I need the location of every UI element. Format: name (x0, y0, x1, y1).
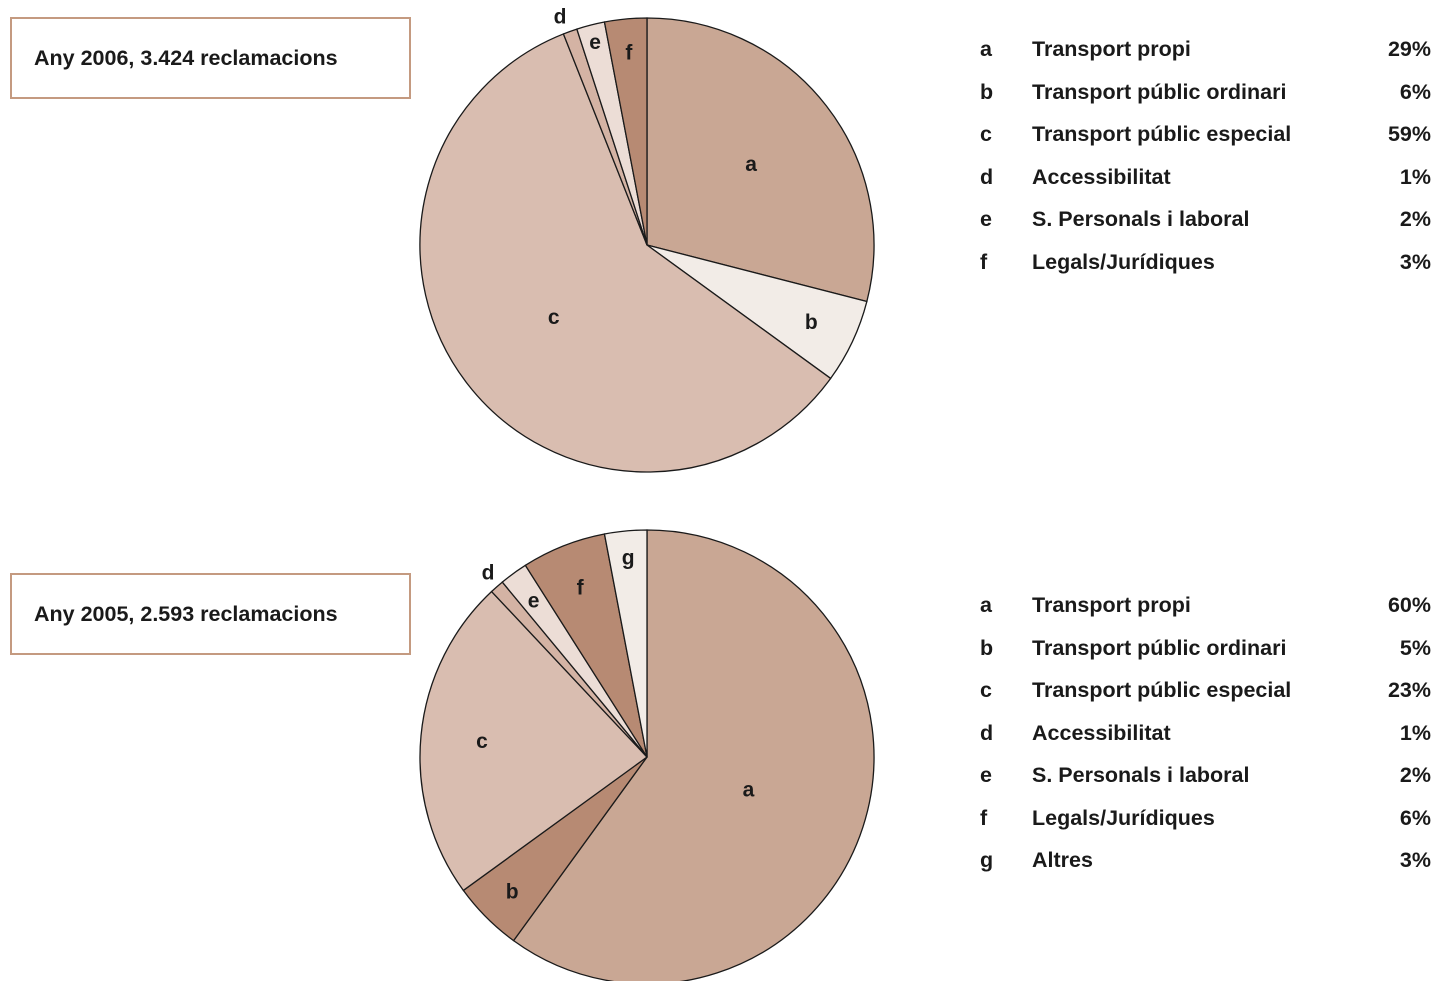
pie-slice-c (419, 33, 832, 473)
pie-slice-c (419, 590, 648, 892)
pie-slice-label-d: d (554, 6, 567, 29)
pie-slice-label-a: a (745, 153, 757, 176)
chart-title-text: Any 2005, 2.593 reclamacions (34, 601, 338, 626)
legend-percentage: 2% (1399, 207, 1431, 231)
legend-letter: c (980, 678, 992, 702)
legend-letter: g (980, 848, 994, 872)
legend-category-name: Transport propi (1032, 593, 1191, 617)
legend-percentage: 3% (1399, 848, 1431, 872)
legend-percentage: 23% (1387, 678, 1431, 702)
legend-percentage: 6% (1399, 805, 1431, 830)
legend-letter: f (980, 805, 988, 830)
legend-category-name: Transport públic especial (1032, 122, 1292, 146)
legend-category-name: Accessibilitat (1032, 164, 1171, 189)
legend-item-f: f Legals/Jurídiques 6% (970, 797, 1435, 840)
legend-item-b: b Transport públic ordinari 6% (970, 71, 1435, 114)
legend-category-name: Transport propi (1032, 37, 1191, 61)
legend-category-name: Accessibilitat (1032, 720, 1171, 745)
legend-percentage: 2% (1399, 763, 1431, 787)
legend-percentage: 60% (1387, 593, 1431, 617)
legend-item-a: a Transport propi 29% (970, 28, 1435, 71)
legend-percentage: 29% (1387, 37, 1431, 61)
pie-slice-label-c: c (476, 730, 488, 753)
legend-letter: a (980, 593, 992, 617)
legend-category-name: Transport públic ordinari (1032, 79, 1287, 104)
legend-letter: d (980, 720, 994, 745)
chart-title-2005: Any 2005, 2.593 reclamacions (10, 573, 411, 655)
legend-letter: e (980, 207, 992, 231)
pie-slice-a (512, 529, 875, 981)
legend-letter: a (980, 37, 992, 61)
legend-item-f: f Legals/Jurídiques 3% (970, 241, 1435, 284)
legend-percentage: 1% (1399, 720, 1431, 745)
legend-letter: e (980, 763, 992, 787)
chart-title-2006: Any 2006, 3.424 reclamacions (10, 17, 411, 99)
pie-slice-f (603, 17, 648, 246)
legend-2006: a Transport propi 29% b Transport públic ord… (970, 28, 1435, 283)
pie-slice-label-a: a (743, 778, 755, 801)
legend-percentage: 1% (1399, 164, 1431, 189)
legend-category-name: Legals/Jurídiques (1032, 249, 1215, 274)
pie-slice-label-e: e (528, 589, 540, 612)
legend-letter: b (980, 79, 994, 104)
pie-slice-label-b: b (805, 311, 818, 334)
legend-percentage: 6% (1399, 79, 1431, 104)
pie-slice-label-g: g (622, 547, 635, 570)
pie-slice-label-e: e (589, 31, 601, 54)
legend-category-name: S. Personals i laboral (1032, 763, 1250, 787)
legend-item-c: c Transport públic especial 23% (970, 669, 1435, 712)
pie-slice-a (646, 17, 875, 303)
legend-item-e: e S. Personals i laboral 2% (970, 198, 1435, 241)
legend-category-name: Legals/Jurídiques (1032, 805, 1215, 830)
pie-slice-label-c: c (548, 306, 560, 329)
pie-slice-label-d: d (482, 562, 495, 585)
legend-percentage: 5% (1399, 635, 1431, 660)
legend-item-b: b Transport públic ordinari 5% (970, 627, 1435, 670)
pie-slice-label-f: f (625, 41, 633, 64)
legend-item-g: g Altres 3% (970, 839, 1435, 882)
legend-item-c: c Transport públic especial 59% (970, 113, 1435, 156)
legend-letter: c (980, 122, 992, 146)
legend-percentage: 3% (1399, 249, 1431, 274)
pie-slice-g (603, 529, 648, 758)
pie-slice-label-f: f (577, 577, 585, 600)
legend-2005: a Transport propi 60% b Transport públic ord… (970, 584, 1435, 882)
legend-item-e: e S. Personals i laboral 2% (970, 754, 1435, 797)
legend-category-name: Altres (1032, 848, 1093, 872)
pie-slice-label-b: b (506, 880, 519, 903)
legend-letter: d (980, 164, 994, 189)
legend-category-name: Transport públic ordinari (1032, 635, 1287, 660)
legend-letter: f (980, 249, 988, 274)
legend-item-d: d Accessibilitat 1% (970, 712, 1435, 755)
legend-letter: b (980, 635, 994, 660)
legend-item-a: a Transport propi 60% (970, 584, 1435, 627)
legend-item-d: d Accessibilitat 1% (970, 156, 1435, 199)
legend-category-name: Transport públic especial (1032, 678, 1292, 702)
legend-category-name: S. Personals i laboral (1032, 207, 1250, 231)
chart-title-text: Any 2006, 3.424 reclamacions (34, 45, 338, 70)
legend-percentage: 59% (1387, 122, 1431, 146)
